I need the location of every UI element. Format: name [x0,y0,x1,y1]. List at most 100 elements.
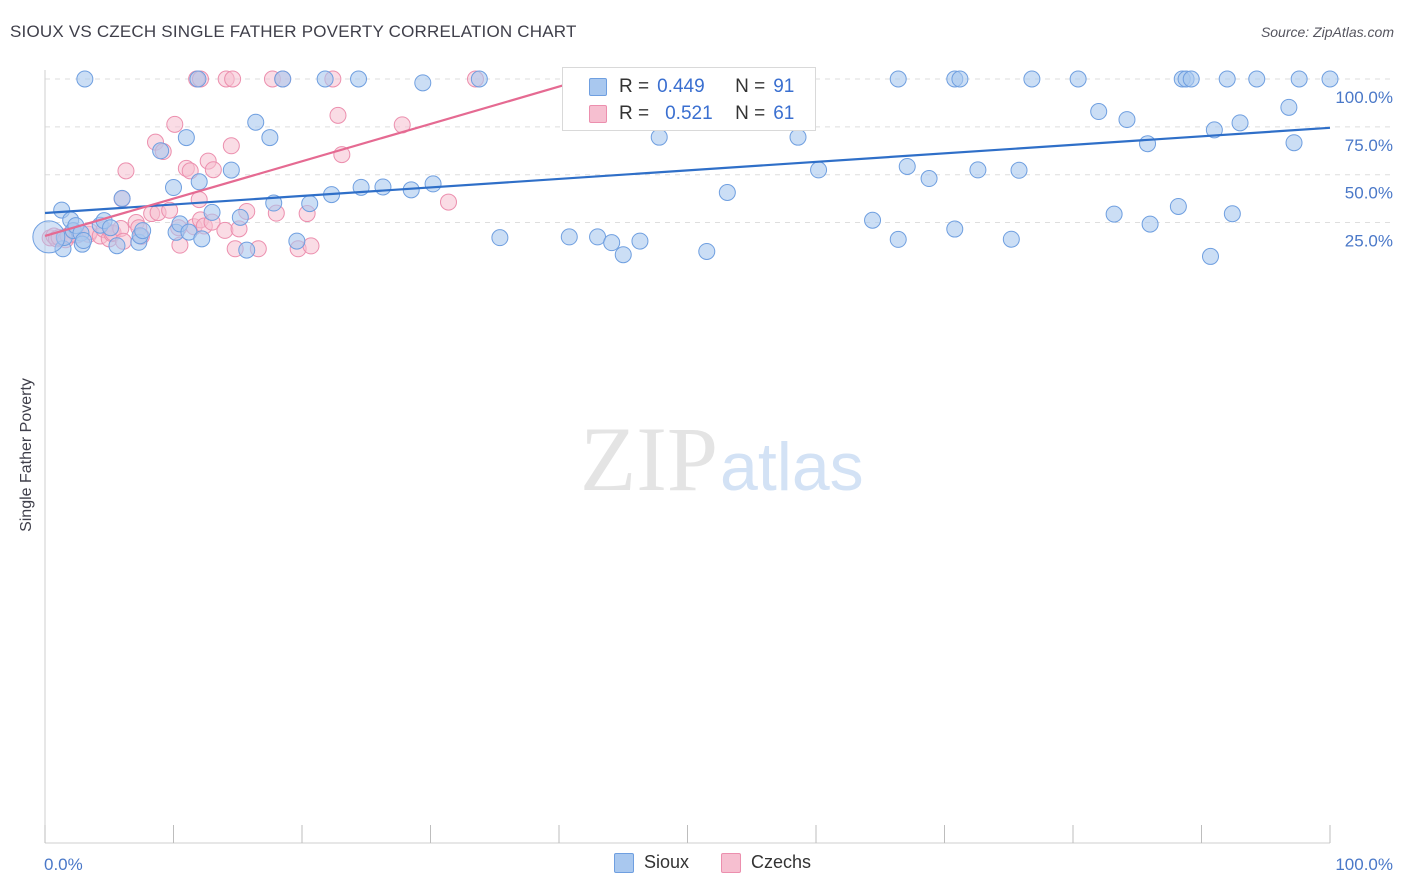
sioux-point [1280,98,1298,116]
sioux-point [631,232,649,250]
sioux-point [603,234,621,252]
czechs-n-value: 61 [773,103,795,124]
sioux-point [301,195,319,213]
x-tick-label: 100.0% [1335,855,1393,874]
sioux-point [1002,230,1020,248]
sioux-legend-swatch [614,852,634,873]
y-tick-label: 100.0% [1335,88,1393,107]
sioux-r-value: 0.449 [657,76,705,97]
sioux-point [1321,70,1339,88]
sioux-point [238,241,256,259]
sioux-point [1169,197,1187,215]
sioux-point [1105,205,1123,223]
sioux-point [108,237,126,255]
czech-point [181,162,199,180]
legend-item-sioux[interactable]: Sioux [614,852,689,873]
sioux-trend-line [44,126,1331,215]
source-credit: Source: ZipAtlas.com [1260,24,1394,40]
sioux-point [189,70,207,88]
czech-point [117,162,135,180]
sioux-point [1290,70,1308,88]
trend-lines [44,83,1331,238]
sioux-point [113,189,131,207]
sioux-point [165,179,182,197]
sioux-point [1069,70,1087,88]
czech-point [439,193,457,211]
czech-point [302,237,320,255]
czech-point [224,70,242,88]
czechs-r-value: 0.521 [665,103,713,124]
sioux-point [75,232,93,250]
tick-labels: 25.0% 50.0% 75.0% 100.0% 0.0% 100.0% [44,88,1393,874]
czech-point [204,161,222,179]
sioux-point [614,246,632,264]
sioux-point [102,219,120,237]
sioux-point [810,161,828,179]
sioux-point [1139,135,1157,153]
sioux-point [231,208,249,226]
sioux-point [350,70,368,88]
sioux-point [247,113,265,131]
sioux-point [374,178,392,196]
series-legend: Sioux Czechs [614,852,843,873]
czech-point [216,221,234,239]
czech-point [222,137,240,155]
sioux-point [316,70,334,88]
sioux-point [946,220,964,238]
czechs-legend-swatch [721,852,742,873]
sioux-point [1231,114,1249,132]
sioux-point [424,175,442,193]
sioux-point [491,229,509,247]
sioux-n-label: N = [735,76,766,97]
y-tick-label: 25.0% [1345,232,1393,251]
sioux-point [261,129,279,147]
czech-point [329,106,347,124]
czechs-swatch [589,105,607,123]
sioux-point [1182,70,1200,88]
sioux-point [177,129,195,147]
czech-point [161,201,179,219]
sioux-point [1141,215,1159,233]
sioux-point [969,161,987,179]
czechs-r-label: R = [619,103,650,124]
sioux-point [589,228,607,246]
sioux-point [698,242,716,260]
y-tick-label: 50.0% [1345,184,1393,203]
watermark-zip: ZIP [580,408,718,510]
sioux-point [864,211,882,229]
legend-row-czechs: R = 0.521 N = 61 [589,101,794,127]
y-tick-label: 75.0% [1345,136,1393,155]
sioux-point [1205,121,1223,139]
sioux-point [889,230,907,248]
sioux-point [134,222,152,240]
czechs-legend-label: Czechs [751,852,812,872]
sioux-point [1118,111,1136,129]
sioux-point [898,157,916,175]
sioux-point [76,70,94,88]
czechs-trend-line [44,83,566,238]
watermark-atlas: atlas [720,429,864,505]
legend-row-sioux: R = 0.449 N = 91 [589,74,794,100]
x-tick-label: 0.0% [44,855,83,874]
axes [44,70,1331,844]
czech-point [190,191,208,209]
legend-item-czechs[interactable]: Czechs [721,852,811,873]
sioux-point [920,170,938,188]
sioux-point [1223,205,1241,223]
sioux-point [1010,161,1028,179]
sioux-point [190,173,208,191]
sioux-point [789,128,807,146]
sioux-point-large [32,220,66,254]
sioux-point [222,161,240,179]
sioux-legend-label: Sioux [644,852,690,872]
sioux-n-value: 91 [773,76,795,97]
czech-point [166,115,184,133]
sioux-point [152,142,170,160]
sioux-point [718,184,736,202]
sioux-point [203,203,221,221]
sioux-point [1248,70,1266,88]
sioux-point [650,128,668,146]
sioux-point [1201,247,1219,265]
chart-title: SIOUX VS CZECH SINGLE FATHER POVERTY COR… [10,22,577,41]
